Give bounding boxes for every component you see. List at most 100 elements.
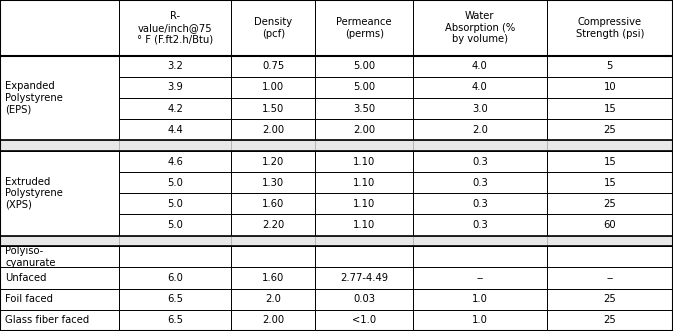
Bar bbox=[119, 151, 232, 172]
Bar bbox=[119, 310, 232, 331]
Bar bbox=[232, 193, 315, 214]
Bar bbox=[315, 119, 413, 140]
Bar bbox=[413, 172, 546, 193]
Text: 3.9: 3.9 bbox=[168, 82, 183, 92]
Text: 5.00: 5.00 bbox=[353, 82, 376, 92]
Bar bbox=[413, 0, 546, 56]
Text: 2.20: 2.20 bbox=[262, 220, 285, 230]
Bar bbox=[0, 236, 119, 246]
Bar bbox=[315, 98, 413, 119]
Bar bbox=[315, 246, 413, 267]
Bar bbox=[119, 236, 232, 246]
Text: 1.00: 1.00 bbox=[262, 82, 285, 92]
Bar bbox=[315, 310, 413, 331]
Bar bbox=[232, 119, 315, 140]
Bar bbox=[315, 140, 413, 151]
Bar bbox=[546, 172, 673, 193]
Text: 0.3: 0.3 bbox=[472, 178, 488, 188]
Text: 25: 25 bbox=[604, 315, 616, 325]
Bar bbox=[546, 236, 673, 246]
Bar bbox=[0, 151, 119, 236]
Text: 4.6: 4.6 bbox=[168, 157, 183, 166]
Bar bbox=[413, 193, 546, 214]
Bar bbox=[232, 0, 315, 56]
Bar bbox=[119, 246, 232, 267]
Bar bbox=[232, 214, 315, 236]
Text: 0.3: 0.3 bbox=[472, 199, 488, 209]
Text: 10: 10 bbox=[604, 82, 616, 92]
Bar bbox=[413, 267, 546, 289]
Bar bbox=[119, 172, 232, 193]
Text: 15: 15 bbox=[604, 157, 616, 166]
Bar bbox=[232, 151, 315, 172]
Bar bbox=[119, 77, 232, 98]
Bar bbox=[546, 98, 673, 119]
Bar bbox=[119, 119, 232, 140]
Text: --: -- bbox=[476, 273, 483, 283]
Bar bbox=[232, 140, 315, 151]
Text: Permeance
(perms): Permeance (perms) bbox=[336, 17, 392, 39]
Bar bbox=[232, 98, 315, 119]
Text: Foil faced: Foil faced bbox=[5, 294, 53, 304]
Bar bbox=[546, 267, 673, 289]
Bar bbox=[413, 98, 546, 119]
Text: 25: 25 bbox=[604, 125, 616, 135]
Text: 25: 25 bbox=[604, 294, 616, 304]
Bar bbox=[315, 151, 413, 172]
Bar bbox=[546, 151, 673, 172]
Bar bbox=[315, 214, 413, 236]
Text: 1.0: 1.0 bbox=[472, 315, 488, 325]
Text: 5.0: 5.0 bbox=[168, 220, 183, 230]
Text: Water
Absorption (%
by volume): Water Absorption (% by volume) bbox=[445, 11, 515, 44]
Bar bbox=[315, 193, 413, 214]
Bar bbox=[119, 0, 232, 56]
Text: Density
(pcf): Density (pcf) bbox=[254, 17, 292, 39]
Bar bbox=[119, 140, 232, 151]
Text: 1.20: 1.20 bbox=[262, 157, 285, 166]
Text: 6.5: 6.5 bbox=[168, 315, 183, 325]
Bar bbox=[232, 172, 315, 193]
Bar bbox=[546, 246, 673, 267]
Text: 0.75: 0.75 bbox=[262, 61, 285, 71]
Bar bbox=[119, 289, 232, 310]
Text: 6.0: 6.0 bbox=[168, 273, 183, 283]
Bar bbox=[232, 236, 315, 246]
Text: 0.03: 0.03 bbox=[353, 294, 375, 304]
Bar bbox=[413, 289, 546, 310]
Bar bbox=[232, 56, 315, 77]
Bar bbox=[315, 289, 413, 310]
Bar bbox=[546, 77, 673, 98]
Text: 1.60: 1.60 bbox=[262, 199, 285, 209]
Bar bbox=[119, 267, 232, 289]
Text: 5: 5 bbox=[606, 61, 613, 71]
Bar bbox=[119, 193, 232, 214]
Text: 4.2: 4.2 bbox=[168, 104, 183, 114]
Text: 2.00: 2.00 bbox=[353, 125, 376, 135]
Bar bbox=[232, 289, 315, 310]
Text: 1.10: 1.10 bbox=[353, 199, 376, 209]
Text: Compressive
Strength (psi): Compressive Strength (psi) bbox=[575, 17, 644, 39]
Bar bbox=[0, 289, 119, 310]
Text: 3.50: 3.50 bbox=[353, 104, 376, 114]
Text: 0.3: 0.3 bbox=[472, 157, 488, 166]
Bar bbox=[119, 56, 232, 77]
Text: 4.0: 4.0 bbox=[472, 82, 488, 92]
Text: 5.0: 5.0 bbox=[168, 199, 183, 209]
Bar bbox=[546, 56, 673, 77]
Text: 1.10: 1.10 bbox=[353, 220, 376, 230]
Text: Polyiso-
cyanurate: Polyiso- cyanurate bbox=[5, 246, 56, 268]
Bar bbox=[413, 246, 546, 267]
Bar bbox=[413, 77, 546, 98]
Bar bbox=[413, 151, 546, 172]
Text: 2.0: 2.0 bbox=[265, 294, 281, 304]
Bar bbox=[315, 77, 413, 98]
Bar bbox=[315, 236, 413, 246]
Text: 1.50: 1.50 bbox=[262, 104, 285, 114]
Bar bbox=[315, 0, 413, 56]
Bar bbox=[546, 310, 673, 331]
Bar bbox=[413, 56, 546, 77]
Bar bbox=[0, 140, 119, 151]
Text: --: -- bbox=[606, 273, 614, 283]
Bar bbox=[413, 310, 546, 331]
Bar bbox=[0, 0, 119, 56]
